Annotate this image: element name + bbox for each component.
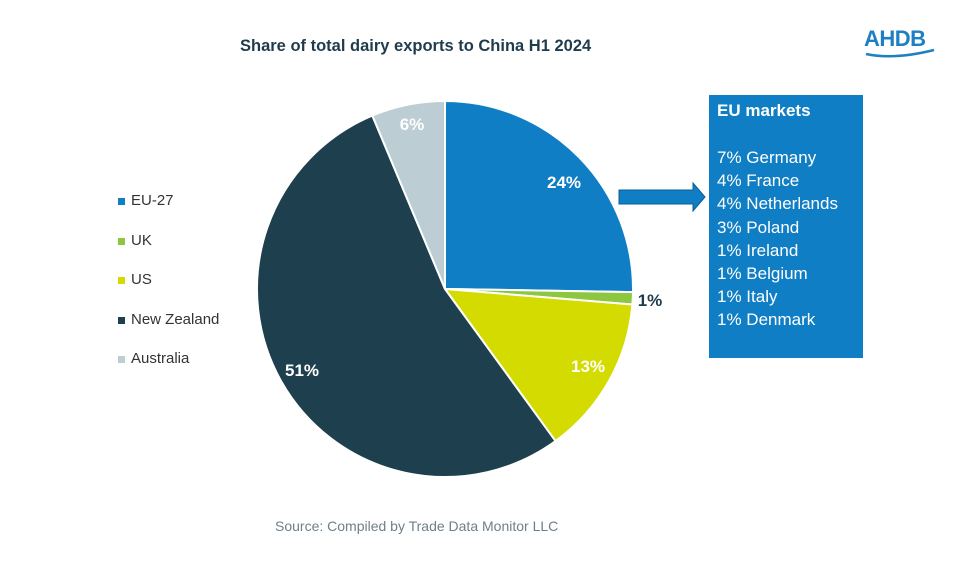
legend-label: New Zealand — [131, 310, 220, 328]
ahdb-logo: AHDB — [864, 26, 936, 60]
eu-market-item: 1% Denmark — [717, 310, 816, 330]
legend-swatch — [118, 198, 125, 205]
eu-markets-list: 7% Germany 4% France 4% Netherlands 3% Pola… — [717, 146, 838, 332]
legend-swatch — [118, 277, 125, 284]
eu-market-item: 4% Netherlands — [717, 194, 838, 214]
eu-market-item: 3% Poland — [717, 217, 800, 237]
eu-market-item: 1% Belgium — [717, 264, 808, 284]
eu-markets-title: EU markets — [717, 101, 811, 120]
slice-data-label: 1% — [638, 291, 663, 310]
legend-label: Australia — [131, 350, 190, 367]
chart-title: Share of total dairy exports to China H1… — [240, 37, 592, 55]
slice-data-label: 6% — [400, 115, 425, 134]
pie-slice-new-zealand — [256, 114, 557, 478]
pie-slice-eu-27 — [444, 99, 634, 294]
slice-data-label: 13% — [571, 357, 605, 376]
logo-text: AHDB — [864, 26, 926, 51]
legend-swatch — [118, 356, 125, 363]
callout-arrow-icon — [618, 181, 706, 213]
eu-market-item: 7% Germany — [717, 148, 817, 167]
pie-slice-us — [442, 287, 634, 443]
legend-label: EU-27 — [131, 192, 174, 209]
eu-market-item: 4% France — [717, 171, 800, 191]
slice-data-label: 24% — [547, 173, 581, 192]
legend-label: US — [131, 271, 152, 288]
legend-swatch — [118, 316, 125, 324]
pie-slice-australia — [371, 99, 446, 290]
eu-market-item: 1% Ireland — [717, 240, 799, 260]
legend-swatch — [118, 237, 125, 245]
legend-label: UK — [131, 231, 152, 249]
eu-markets-callout: EU markets 7% Germany 4% France 4% Netherl… — [709, 95, 863, 358]
slice-data-label: 51% — [285, 361, 319, 380]
eu-market-item: 1% Italy — [717, 287, 778, 307]
source-note: Source: Compiled by Trade Data Monitor L… — [275, 518, 559, 534]
logo-swoosh-icon — [865, 48, 935, 58]
